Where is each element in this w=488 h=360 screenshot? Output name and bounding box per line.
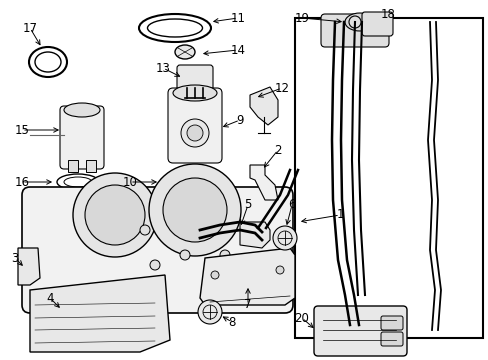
Circle shape [150, 260, 160, 270]
Ellipse shape [173, 85, 217, 101]
Polygon shape [200, 248, 294, 305]
FancyBboxPatch shape [60, 106, 104, 169]
Text: 14: 14 [230, 44, 245, 57]
Circle shape [275, 266, 284, 274]
Text: 5: 5 [244, 198, 251, 211]
Circle shape [272, 226, 296, 250]
Text: 7: 7 [244, 298, 251, 311]
Text: 3: 3 [11, 252, 19, 265]
Circle shape [181, 119, 208, 147]
Circle shape [140, 225, 150, 235]
Ellipse shape [345, 13, 374, 31]
Text: 2: 2 [274, 144, 281, 157]
Ellipse shape [64, 103, 100, 117]
Polygon shape [18, 248, 40, 285]
FancyBboxPatch shape [380, 332, 402, 346]
Polygon shape [240, 222, 269, 248]
Bar [294, 18, 482, 338]
Text: 17: 17 [22, 22, 38, 35]
Circle shape [85, 185, 145, 245]
Polygon shape [249, 87, 278, 125]
Bar [86, 160, 96, 172]
Text: 16: 16 [15, 175, 29, 189]
Circle shape [73, 173, 157, 257]
Text: 11: 11 [230, 12, 245, 24]
Text: 8: 8 [228, 315, 235, 328]
Text: 4: 4 [46, 292, 54, 305]
Text: 12: 12 [274, 81, 289, 94]
Circle shape [149, 164, 241, 256]
FancyBboxPatch shape [320, 14, 388, 47]
FancyBboxPatch shape [22, 187, 292, 313]
Text: 19: 19 [294, 12, 309, 24]
Ellipse shape [175, 45, 195, 59]
Circle shape [163, 178, 226, 242]
Circle shape [220, 250, 229, 260]
Text: 9: 9 [236, 113, 243, 126]
Bar [68, 160, 78, 172]
FancyBboxPatch shape [313, 306, 406, 356]
Text: 20: 20 [294, 311, 309, 324]
Circle shape [345, 314, 364, 334]
FancyBboxPatch shape [361, 12, 392, 36]
Text: 18: 18 [380, 9, 395, 22]
Circle shape [210, 271, 219, 279]
Text: 15: 15 [15, 123, 29, 136]
FancyBboxPatch shape [168, 88, 222, 163]
Polygon shape [30, 275, 170, 352]
FancyBboxPatch shape [177, 65, 213, 91]
Circle shape [198, 300, 222, 324]
FancyBboxPatch shape [380, 316, 402, 330]
Text: 6: 6 [287, 198, 295, 211]
Circle shape [348, 16, 360, 28]
Text: 13: 13 [155, 62, 170, 75]
Polygon shape [249, 165, 278, 200]
Text: 1: 1 [336, 208, 343, 221]
Text: 10: 10 [122, 175, 137, 189]
Circle shape [186, 125, 203, 141]
Circle shape [180, 250, 190, 260]
FancyBboxPatch shape [331, 312, 367, 336]
